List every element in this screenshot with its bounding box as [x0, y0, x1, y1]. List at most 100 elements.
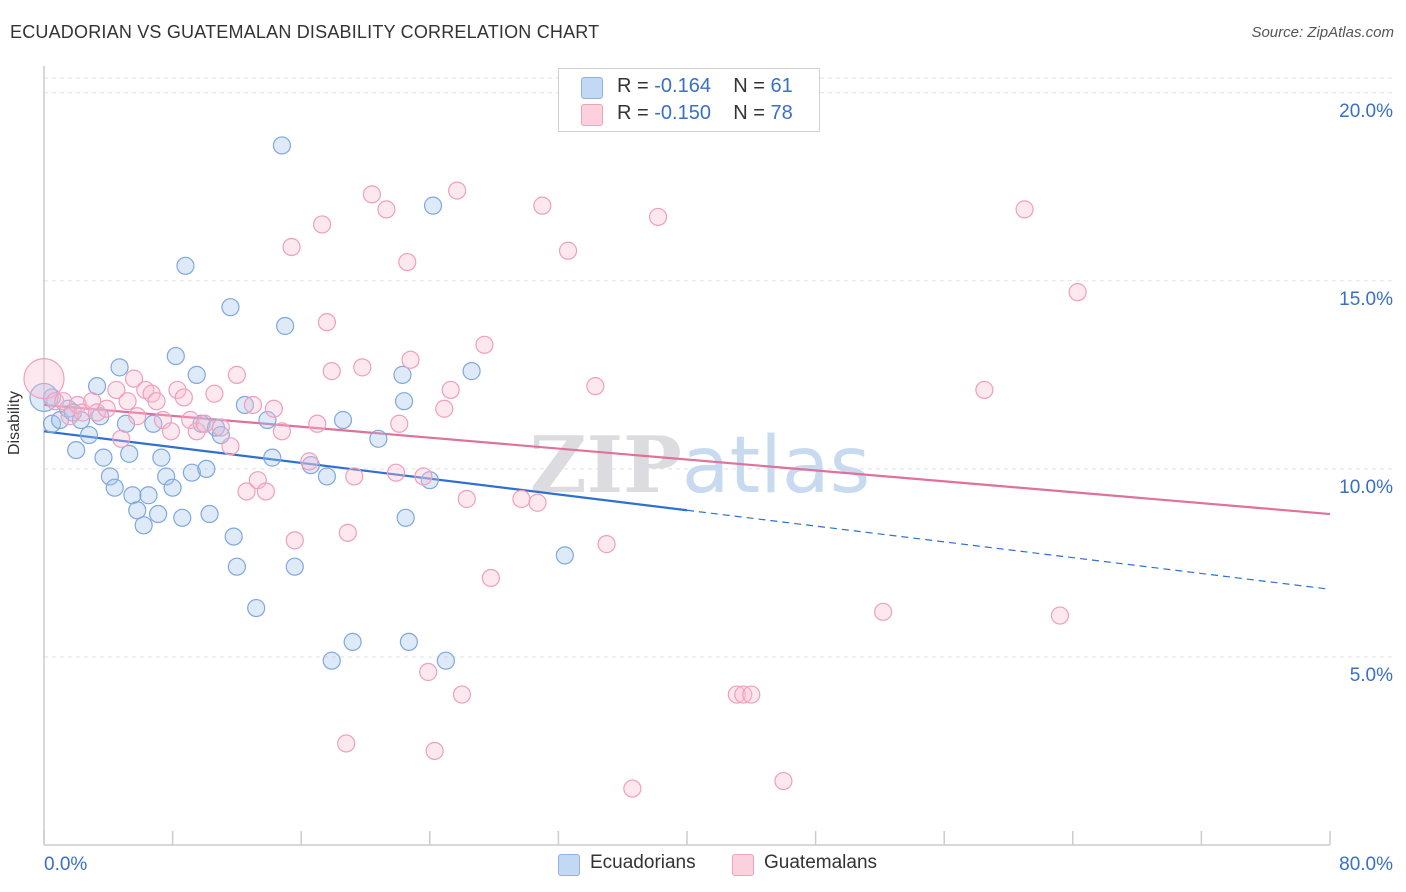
ecuadorians-point	[139, 486, 158, 505]
ecuadorians-point	[71, 410, 91, 430]
guatemalans-point	[623, 779, 642, 798]
guatemalans-point	[322, 362, 341, 381]
guatemalans-point	[419, 662, 438, 682]
guatemalans-point	[362, 185, 382, 204]
ecuadorians-point	[436, 651, 455, 670]
guatemalans-point	[181, 410, 200, 430]
ecuadorians-point	[399, 632, 419, 652]
ecuadorians-point	[393, 365, 412, 384]
ecuadorians-point	[333, 410, 353, 430]
guatemalans-point	[452, 685, 472, 704]
legend-r-value: -0.150	[654, 102, 711, 124]
ecuadorians-point	[263, 448, 282, 467]
ecuadorians-point	[227, 557, 246, 576]
guatemalans-point	[457, 489, 476, 509]
ecuadorians-point	[423, 196, 443, 215]
ecuadorians-point	[173, 508, 192, 527]
guatemalans-point	[161, 422, 181, 441]
guatemalans-point	[727, 685, 746, 704]
guatemalans-point	[774, 771, 793, 791]
guatemalans-point	[312, 215, 332, 234]
guatemalans-point	[243, 395, 263, 415]
y-tick-label: 15.0%	[1339, 289, 1393, 310]
guatemalans-point	[874, 602, 893, 621]
guatemalans-point	[448, 181, 467, 200]
legend-r-label: R =	[617, 75, 649, 97]
ecuadorians-point	[394, 392, 414, 411]
guatemalans-point	[118, 392, 137, 411]
legend-r-value: -0.164	[654, 75, 711, 97]
guatemalans-point	[227, 365, 246, 384]
guatemalans-point	[401, 350, 420, 369]
ecuadorians-point	[224, 527, 243, 546]
guatemalans-point	[317, 313, 337, 332]
guatemalans-points	[23, 181, 1087, 798]
x-tick-label: 80.0%	[1339, 854, 1393, 875]
guatemalans-point	[282, 237, 301, 257]
guatemalans-point	[345, 467, 364, 486]
guatemalans-swatch	[732, 854, 754, 876]
guatemalans-point	[174, 388, 193, 407]
tick-labels: 5.0% 10.0% 15.0% 20.0% 0.0% 80.0%	[44, 101, 1393, 875]
guatemalans-point	[1015, 200, 1034, 219]
gridlines	[44, 77, 1395, 658]
guatemalans-point	[338, 523, 357, 542]
ecuadorians-point	[369, 429, 388, 448]
ecuadorians-point	[87, 377, 107, 396]
guatemalans-point	[168, 380, 187, 400]
guatemalans-point	[237, 482, 256, 501]
guatemalans-point	[398, 252, 417, 272]
ecuadorians-swatch	[581, 77, 603, 99]
guatemalans-point	[597, 535, 616, 554]
bottom-legend-label: Guatemalans	[764, 852, 878, 873]
guatemalans-point	[221, 437, 240, 456]
guatemalans-point	[272, 422, 292, 441]
ecuadorians-point	[79, 425, 99, 445]
ecuadorians-point	[322, 651, 341, 670]
ecuadorians-point	[152, 448, 171, 467]
guatemalans-point	[1050, 606, 1070, 625]
guatemalans-point	[441, 380, 460, 400]
legend-n-value: 61	[770, 75, 793, 97]
guatemalans-point	[558, 241, 578, 260]
y-axis-label: Disability	[6, 390, 23, 455]
guatemalans-point	[195, 414, 214, 433]
ecuadorians-point	[276, 316, 295, 336]
guatemalans-point	[425, 741, 444, 761]
guatemalans-point	[1068, 283, 1087, 302]
watermark-zip: ZIP	[530, 420, 682, 511]
guatemalans-point	[533, 196, 552, 215]
ecuadorians-trend-line	[43, 430, 688, 512]
ecuadorians-point	[247, 598, 266, 618]
guatemalans-point	[481, 568, 500, 588]
chart-title: ECUADORIAN VS GUATEMALAN DISABILITY CORR…	[10, 22, 600, 42]
guatemalans-point	[414, 467, 433, 486]
bottom-legend-label: Ecuadorians	[590, 852, 696, 873]
guatemalans-swatch	[581, 104, 603, 126]
ecuadorians-point	[317, 467, 337, 486]
ecuadorians-point	[110, 358, 129, 377]
ecuadorians-point	[134, 516, 153, 535]
ecuadorians-point	[197, 459, 216, 479]
guatemalans-point	[285, 531, 304, 550]
ecuadorians-point	[128, 501, 147, 520]
guatemalans-point	[54, 392, 73, 411]
guatemalans-point	[308, 414, 327, 433]
ecuadorians-point	[343, 632, 362, 652]
trend-lines	[43, 403, 1331, 590]
ecuadorians-point	[163, 478, 182, 497]
guatemalans-point	[435, 399, 454, 418]
y-tick-label: 10.0%	[1339, 477, 1393, 498]
ecuadorians-point	[157, 467, 176, 486]
guatemalans-point	[87, 403, 107, 422]
guatemalans-point	[475, 335, 494, 354]
guatemalans-trend-line	[43, 403, 1331, 516]
guatemalans-point	[975, 380, 994, 400]
guatemalans-point	[112, 429, 131, 448]
ecuadorians-point	[187, 365, 206, 384]
ecuadorians-point	[67, 440, 86, 460]
guatemalans-point	[23, 358, 65, 400]
guatemalans-point	[300, 452, 319, 471]
correlation-legend: R = -0.164 N = 61 R = -0.150 N = 78	[558, 68, 820, 132]
